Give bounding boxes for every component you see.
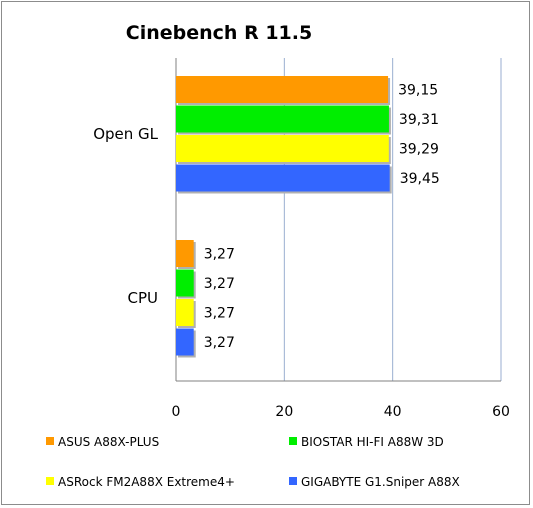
plot-area: 0 20 40 60 39,15 39,31 39,29 39,45 3,27 3,27 3,27 3… [93,58,510,420]
bar-opengl-1 [176,76,389,103]
legend-swatch [46,477,54,485]
data-label: 39,31 [399,112,439,128]
data-label: 3,27 [204,335,235,351]
data-label: 39,45 [400,171,440,187]
legend: ASUS A88X-PLUS BIOSTAR HI-FI A88W 3D ASRoc… [46,435,460,489]
legend-swatch [289,437,297,445]
bar-opengl-3 [176,135,389,162]
data-label: 3,27 [204,276,235,292]
x-tick-label: 40 [384,404,402,420]
bar-cpu-3 [176,299,194,326]
x-tick-label: 0 [172,404,181,420]
category-label: CPU [128,289,159,307]
x-tick-label: 60 [492,404,510,420]
legend-label: GIGABYTE G1.Sniper A88X [301,475,460,489]
bar-cpu-1 [176,240,194,267]
category-label: Open GL [93,125,158,143]
data-label: 39,15 [398,83,438,99]
legend-swatch [46,437,54,445]
legend-label: ASUS A88X-PLUS [58,435,159,449]
data-label: 3,27 [204,247,235,263]
bar-opengl-2 [176,105,389,133]
legend-label: ASRock FM2A88X Extreme4+ [58,475,235,489]
chart-title: Cinebench R 11.5 [126,22,312,44]
data-label: 39,29 [399,142,439,158]
data-label: 3,27 [204,306,235,322]
bar-cpu-4 [176,328,194,356]
bar-opengl-4 [176,164,390,192]
legend-swatch [289,477,297,485]
legend-label: BIOSTAR HI-FI A88W 3D [301,435,444,449]
x-tick-label: 20 [275,404,293,420]
bar-cpu-2 [176,269,194,297]
